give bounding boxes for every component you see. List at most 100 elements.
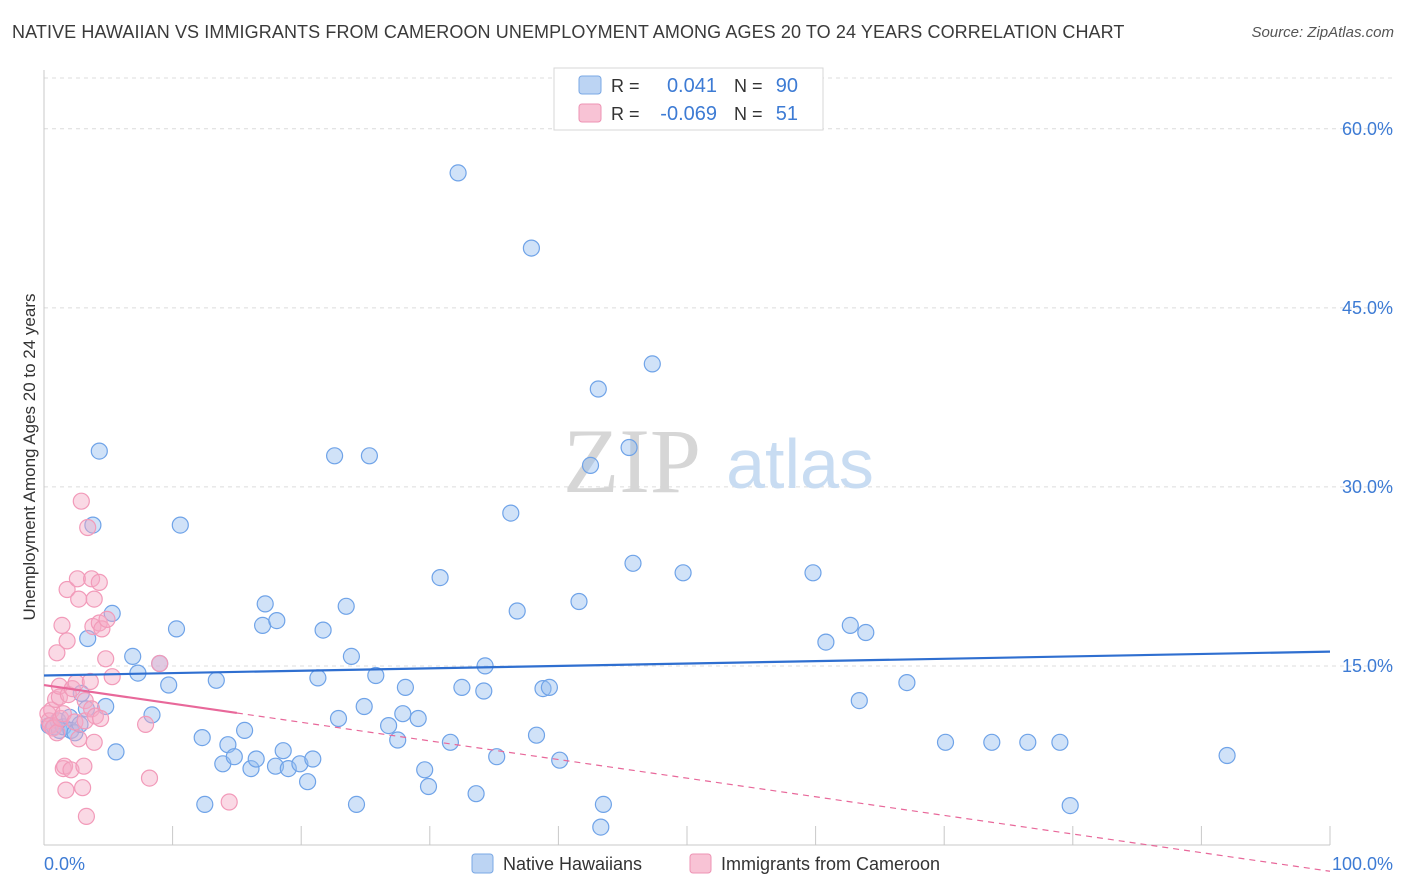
cameroon-point-15 <box>57 781 75 799</box>
y-tick-label: 15.0% <box>1342 656 1393 676</box>
native-hawaiian-point-13 <box>90 442 108 460</box>
native-hawaiian-point-60 <box>441 733 459 751</box>
legend-swatch-immigrants-cameroon <box>689 853 712 874</box>
native-hawaiian-point-69 <box>522 239 541 257</box>
native-hawaiian-point-81 <box>643 355 661 373</box>
cameroon-point-48 <box>140 769 159 787</box>
native-hawaiian-point-34 <box>256 595 274 613</box>
stats-legend: R = 0.041 N = 90 R = -0.069 N = 51 <box>553 67 824 131</box>
native-hawaiian-point-46 <box>337 597 355 615</box>
cameroon-point-45 <box>98 610 116 629</box>
native-hawaiian-point-24 <box>196 795 214 814</box>
cameroon-point-26 <box>72 492 90 510</box>
native-hawaiian-point-84 <box>817 633 835 651</box>
native-hawaiian-point-25 <box>193 728 211 747</box>
legend-swatch-blue <box>578 75 602 95</box>
native-hawaiian-point-45 <box>329 709 348 728</box>
native-hawaiian-point-41 <box>304 750 322 768</box>
native-hawaiian-point-51 <box>367 666 385 685</box>
watermark-zip: ZIP <box>563 410 701 512</box>
legend-n-value-2: 51 <box>776 103 798 125</box>
trend-line-cameroon <box>43 683 238 715</box>
legend-r-value-2: -0.069 <box>660 103 717 125</box>
source-label: Source: ZipAtlas.com <box>1251 24 1394 41</box>
legend-r-value-1: 0.041 <box>667 75 717 97</box>
trend-lines <box>43 650 1331 872</box>
native-hawaiian-point-79 <box>620 438 638 457</box>
cameroon-point-27 <box>73 779 92 797</box>
native-hawaiian-point-42 <box>309 669 327 687</box>
legend-label-immigrants-cameroon: Immigrants from Cameroon <box>721 854 940 874</box>
native-hawaiian-point-54 <box>394 705 412 723</box>
native-hawaiian-point-58 <box>419 777 438 796</box>
cameroon-point-23 <box>68 570 87 588</box>
native-hawaiian-point-49 <box>355 697 373 716</box>
x-tick-label-min: 0.0% <box>44 854 85 874</box>
cameroon-point-50 <box>220 793 238 811</box>
native-hawaiian-point-76 <box>589 380 607 398</box>
cameroon-point-41 <box>90 573 108 592</box>
native-hawaiian-point-30 <box>236 721 254 740</box>
native-hawaiian-point-86 <box>850 691 868 710</box>
native-hawaiian-point-16 <box>107 743 125 761</box>
native-hawaiian-point-89 <box>936 733 955 751</box>
native-hawaiian-point-53 <box>389 731 407 749</box>
cameroon-point-11 <box>53 616 71 635</box>
cameroon-point-49 <box>151 654 169 673</box>
trend-line-native-hawaiians <box>43 650 1331 677</box>
native-hawaiian-point-93 <box>1061 796 1079 815</box>
native-hawaiian-point-70 <box>527 726 546 744</box>
cameroon-point-28 <box>75 757 93 775</box>
native-hawaiian-point-78 <box>592 818 610 836</box>
cameroon-point-10 <box>52 709 70 728</box>
native-hawaiian-point-50 <box>360 447 378 465</box>
cameroon-point-33 <box>81 672 99 691</box>
native-hawaiian-point-66 <box>488 748 506 766</box>
x-tick-label-max: 100.0% <box>1332 854 1393 874</box>
cameroon-point-47 <box>137 715 155 734</box>
native-hawaiian-point-67 <box>502 504 520 522</box>
native-hawaiian-point-32 <box>247 750 265 768</box>
native-hawaiian-point-62 <box>453 678 471 697</box>
native-hawaiian-point-75 <box>581 456 600 474</box>
x-ticks <box>43 826 1331 845</box>
native-hawaiian-point-88 <box>898 673 916 692</box>
chart-title: NATIVE HAWAIIAN VS IMMIGRANTS FROM CAMER… <box>12 22 1125 42</box>
y-tick-label: 60.0% <box>1342 119 1393 139</box>
cameroon-point-7 <box>48 644 66 662</box>
series-immigrants-cameroon <box>39 492 238 826</box>
cameroon-point-46 <box>103 668 121 686</box>
native-hawaiian-point-73 <box>551 751 569 769</box>
native-hawaiian-point-64 <box>475 682 493 700</box>
y-tick-labels: 15.0% 30.0% 45.0% 60.0% <box>1342 119 1393 676</box>
native-hawaiian-point-26 <box>207 671 225 689</box>
native-hawaiian-point-23 <box>171 516 189 534</box>
native-hawaiian-point-61 <box>449 164 467 182</box>
cameroon-point-44 <box>97 650 115 668</box>
watermark: ZIP atlas <box>563 410 874 512</box>
native-hawaiian-point-77 <box>594 795 613 814</box>
native-hawaiian-point-82 <box>674 564 692 582</box>
gridlines <box>44 77 1393 667</box>
cameroon-point-19 <box>62 761 80 779</box>
legend-swatch-native-hawaiians <box>471 853 494 874</box>
native-hawaiian-point-83 <box>804 564 822 582</box>
native-hawaiian-point-31 <box>242 759 260 778</box>
cameroon-point-31 <box>77 807 96 826</box>
native-hawaiian-point-57 <box>416 761 434 779</box>
legend-swatch-pink <box>578 103 602 123</box>
legend-n-value-1: 90 <box>776 75 798 97</box>
native-hawaiian-point-35 <box>266 757 285 775</box>
legend-label-native-hawaiians: Native Hawaiians <box>503 854 642 874</box>
cameroon-point-38 <box>85 733 103 751</box>
cameroon-point-25 <box>70 590 88 608</box>
cameroon-point-16 <box>58 632 76 650</box>
native-hawaiian-point-56 <box>409 709 427 728</box>
native-hawaiian-point-87 <box>857 623 875 642</box>
native-hawaiian-point-91 <box>1019 733 1037 751</box>
legend-r-label-1: R = <box>611 76 640 96</box>
native-hawaiian-point-59 <box>431 568 449 587</box>
cameroon-point-37 <box>85 590 103 608</box>
native-hawaiian-point-43 <box>314 621 332 639</box>
native-hawaiian-point-37 <box>274 742 292 760</box>
